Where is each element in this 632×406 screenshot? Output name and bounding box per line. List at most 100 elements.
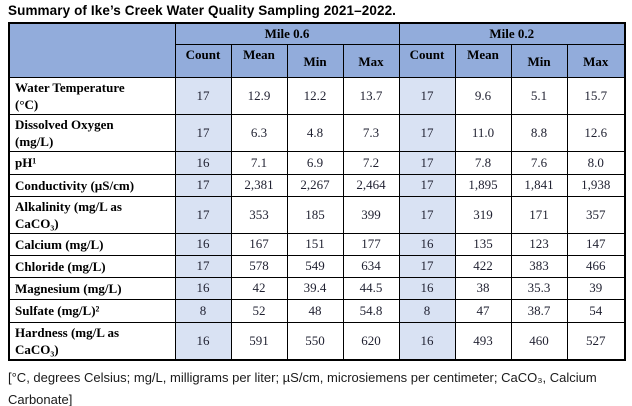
data-cell: 11.0: [454, 113, 512, 152]
data-cell: 16: [174, 321, 232, 360]
data-cell: 16: [398, 232, 456, 256]
data-cell: 44.5: [342, 276, 400, 300]
data-cell: 135: [454, 232, 512, 256]
data-cell: 39.4: [286, 276, 344, 300]
table-row-magnesium: Magnesium (mg/L) 16 42 39.4 44.5 16 38 3…: [8, 276, 626, 300]
data-cell: 12.6: [566, 113, 626, 152]
data-cell: 15.7: [566, 76, 626, 115]
data-cell: 147: [566, 232, 626, 256]
document-title: Summary of Ike’s Creek Water Quality Sam…: [8, 3, 397, 18]
data-cell: 319: [454, 195, 512, 234]
row-header: Conductivity (µS/cm): [8, 173, 176, 197]
data-cell: 2,267: [286, 173, 344, 197]
data-cell: 17: [174, 195, 232, 234]
column-header-max: Max: [342, 43, 400, 78]
data-cell: 177: [342, 232, 400, 256]
row-header: Chloride (mg/L): [8, 254, 176, 278]
data-cell: 35.3: [510, 276, 568, 300]
data-cell: 7.8: [454, 150, 512, 175]
water-quality-table: Mile 0.6 Mile 0.2 Count Mean Min Max Cou…: [8, 22, 627, 361]
data-cell: 6.9: [286, 150, 344, 175]
data-cell: 17: [174, 254, 232, 278]
data-cell: 167: [230, 232, 288, 256]
data-cell: 493: [454, 321, 512, 360]
data-cell: 17: [398, 195, 456, 234]
data-cell: 8: [174, 298, 232, 323]
table-row-water-temperature: Water Temperature (°C) 17 12.9 12.2 13.7…: [8, 76, 626, 115]
group-header-row: Mile 0.6 Mile 0.2: [8, 22, 626, 78]
data-cell: 17: [398, 254, 456, 278]
data-cell: 54: [566, 298, 626, 323]
row-header: Water Temperature (°C): [8, 76, 176, 115]
data-cell: 422: [454, 254, 512, 278]
column-header-min: Min: [510, 43, 568, 78]
data-cell: 549: [286, 254, 344, 278]
table-row-hardness: Hardness (mg/L as CaCO₃) 16 591 550 620 …: [8, 321, 626, 360]
footnote: [°C, degrees Celsius; mg/L, milligrams p…: [8, 369, 597, 406]
row-header: Dissolved Oxygen (mg/L): [8, 113, 176, 152]
data-cell: 7.1: [230, 150, 288, 175]
data-cell: 16: [174, 232, 232, 256]
table-row-dissolved-oxygen: Dissolved Oxygen (mg/L) 17 6.3 4.8 7.3 1…: [8, 113, 626, 152]
table-body: Water Temperature (°C) 17 12.9 12.2 13.7…: [8, 76, 626, 360]
data-cell: 151: [286, 232, 344, 256]
data-cell: 399: [342, 195, 400, 234]
data-cell: 16: [174, 150, 232, 175]
data-cell: 527: [566, 321, 626, 360]
data-cell: 6.3: [230, 113, 288, 152]
data-cell: 17: [174, 173, 232, 197]
column-header-mean: Mean: [230, 43, 288, 78]
data-cell: 42: [230, 276, 288, 300]
data-cell: 4.8: [286, 113, 344, 152]
data-cell: 1,938: [566, 173, 626, 197]
data-cell: 460: [510, 321, 568, 360]
data-cell: 171: [510, 195, 568, 234]
column-header-max: Max: [566, 43, 626, 78]
column-header-count: Count: [174, 43, 232, 78]
data-cell: 383: [510, 254, 568, 278]
data-cell: 353: [230, 195, 288, 234]
table-row-alkalinity: Alkalinity (mg/L as CaCO₃) 17 353 185 39…: [8, 195, 626, 234]
data-cell: 7.6: [510, 150, 568, 175]
corner-cell: [8, 22, 176, 78]
data-cell: 16: [174, 276, 232, 300]
column-group-header-mile-0-6: Mile 0.6: [174, 22, 400, 45]
data-cell: 8.0: [566, 150, 626, 175]
data-cell: 47: [454, 298, 512, 323]
column-header-count: Count: [398, 43, 456, 78]
data-cell: 13.7: [342, 76, 400, 115]
data-cell: 1,841: [510, 173, 568, 197]
data-cell: 17: [398, 113, 456, 152]
data-cell: 38.7: [510, 298, 568, 323]
table-header: Mile 0.6 Mile 0.2 Count Mean Min Max Cou…: [8, 22, 626, 78]
data-cell: 8.8: [510, 113, 568, 152]
data-cell: 12.2: [286, 76, 344, 115]
data-cell: 17: [398, 173, 456, 197]
column-group-header-mile-0-2: Mile 0.2: [398, 22, 626, 45]
data-cell: 620: [342, 321, 400, 360]
data-cell: 16: [398, 276, 456, 300]
data-cell: 17: [398, 150, 456, 175]
row-header: Sulfate (mg/L)²: [8, 298, 176, 323]
data-cell: 2,381: [230, 173, 288, 197]
data-cell: 185: [286, 195, 344, 234]
row-header: pH¹: [8, 150, 176, 175]
table-row-chloride: Chloride (mg/L) 17 578 549 634 17 422 38…: [8, 254, 626, 278]
data-cell: 550: [286, 321, 344, 360]
data-cell: 578: [230, 254, 288, 278]
table-row-ph: pH¹ 16 7.1 6.9 7.2 17 7.8 7.6 8.0: [8, 150, 626, 175]
data-cell: 48: [286, 298, 344, 323]
row-header: Hardness (mg/L as CaCO₃): [8, 321, 176, 360]
column-header-mean: Mean: [454, 43, 512, 78]
data-cell: 12.9: [230, 76, 288, 115]
data-cell: 5.1: [510, 76, 568, 115]
data-cell: 2,464: [342, 173, 400, 197]
data-cell: 7.2: [342, 150, 400, 175]
table-row-conductivity: Conductivity (µS/cm) 17 2,381 2,267 2,46…: [8, 173, 626, 197]
data-cell: 52: [230, 298, 288, 323]
table-row-sulfate: Sulfate (mg/L)² 8 52 48 54.8 8 47 38.7 5…: [8, 298, 626, 323]
column-header-min: Min: [286, 43, 344, 78]
data-cell: 1,895: [454, 173, 512, 197]
data-cell: 634: [342, 254, 400, 278]
data-cell: 7.3: [342, 113, 400, 152]
